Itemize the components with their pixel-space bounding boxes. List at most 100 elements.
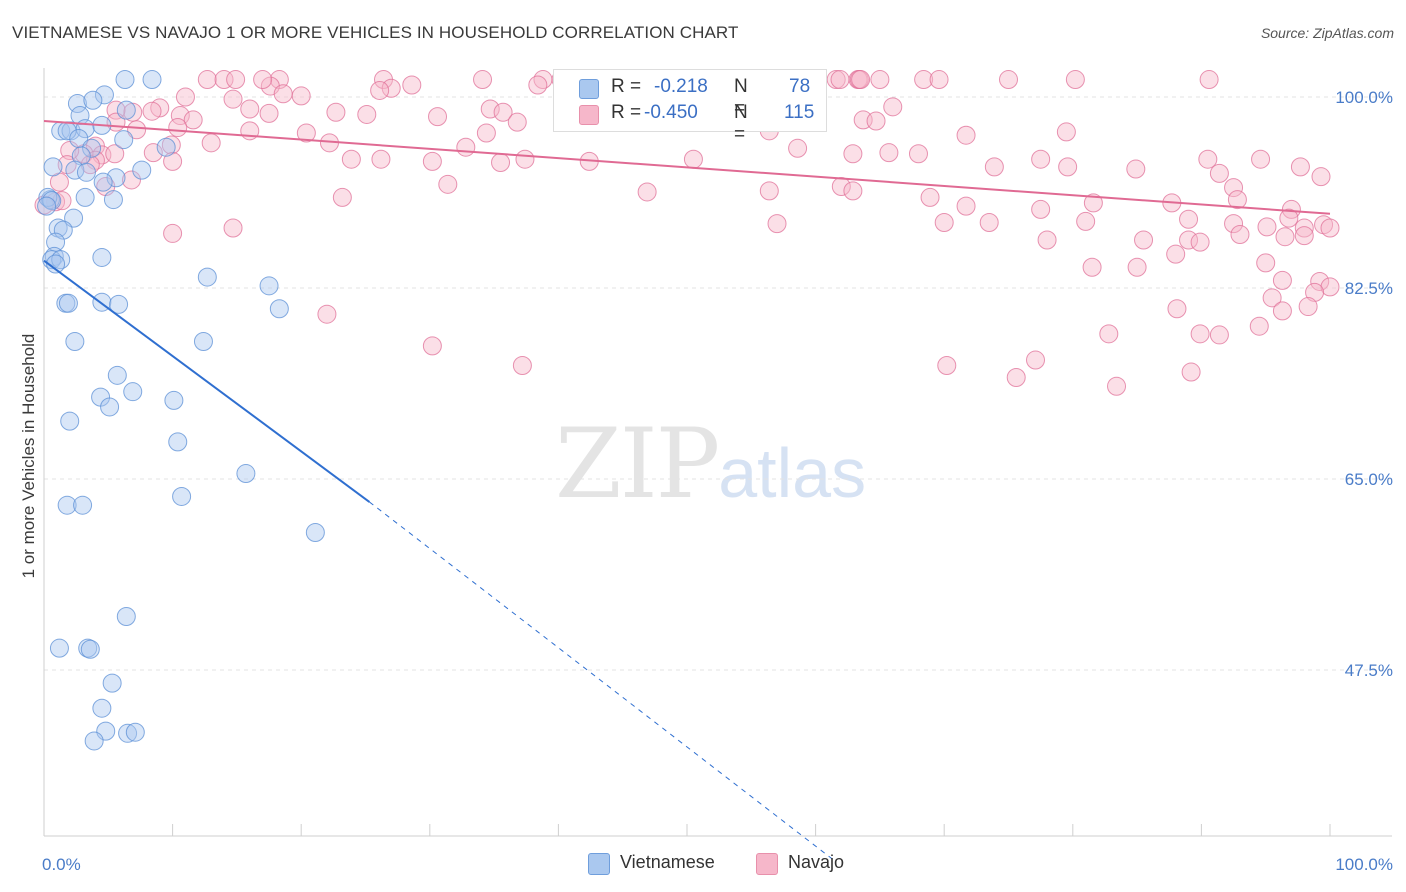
data-point-navajo — [201, 133, 221, 153]
data-point-navajo — [1320, 277, 1340, 297]
data-point-navajo — [851, 70, 871, 90]
trend-line-vietnamese-extension — [369, 501, 836, 862]
data-point-navajo — [1190, 232, 1210, 252]
data-point-vietnamese — [76, 162, 96, 182]
data-point-navajo — [1179, 230, 1199, 250]
data-point-navajo — [1181, 362, 1201, 382]
data-point-navajo — [296, 123, 316, 143]
data-point-vietnamese — [37, 196, 57, 216]
data-point-navajo — [1262, 288, 1282, 308]
data-point-vietnamese — [123, 382, 143, 402]
data-point-vietnamese — [109, 294, 129, 314]
data-point-navajo — [105, 144, 125, 164]
watermark-zip: ZIP — [555, 408, 720, 520]
series-vietnamese-points — [37, 70, 325, 751]
data-point-vietnamese — [83, 90, 103, 110]
data-point-navajo — [1179, 209, 1199, 229]
data-point-vietnamese — [82, 138, 102, 158]
data-point-vietnamese — [67, 94, 87, 114]
data-point-vietnamese — [116, 100, 136, 120]
data-point-navajo — [476, 123, 496, 143]
data-point-vietnamese — [115, 70, 135, 90]
legend-r-label: R = — [611, 76, 642, 97]
grid-lines — [44, 96, 1392, 671]
data-point-navajo — [357, 104, 377, 124]
data-point-navajo — [934, 213, 954, 233]
bottom-legend-label-vietnamese: Vietnamese — [620, 852, 715, 872]
axes — [43, 68, 1392, 837]
data-point-vietnamese — [84, 731, 104, 751]
data-point-navajo — [908, 144, 928, 164]
data-point-navajo — [370, 80, 390, 100]
data-point-vietnamese — [92, 247, 112, 267]
data-point-navajo — [1227, 190, 1247, 210]
data-point-vietnamese — [42, 191, 62, 211]
data-point-navajo — [1099, 324, 1119, 344]
data-point-vietnamese — [65, 331, 85, 351]
data-point-navajo — [253, 70, 273, 90]
data-point-navajo — [512, 355, 532, 375]
data-point-vietnamese — [305, 522, 325, 542]
data-point-navajo — [1167, 299, 1187, 319]
data-point-navajo — [428, 107, 448, 127]
data-point-navajo — [1272, 270, 1292, 290]
data-point-navajo — [1209, 325, 1229, 345]
data-point-navajo — [1198, 149, 1218, 169]
data-point-navajo — [767, 214, 787, 234]
trend-line-navajo — [43, 120, 1331, 215]
data-point-navajo — [163, 223, 183, 243]
data-point-navajo — [759, 181, 779, 201]
data-point-vietnamese — [107, 365, 127, 385]
data-point-navajo — [456, 137, 476, 157]
legend-r-label: R = — [611, 102, 642, 123]
data-point-navajo — [1083, 193, 1103, 213]
data-point-navajo — [870, 70, 890, 90]
data-point-navajo — [259, 103, 279, 123]
trend-lines — [43, 120, 1331, 862]
data-point-vietnamese — [118, 723, 138, 743]
x-tick-labels: 0.0% 100.0% — [42, 855, 1393, 874]
data-point-navajo — [175, 87, 195, 107]
data-point-vietnamese — [100, 397, 120, 417]
data-point-navajo — [143, 143, 163, 163]
data-point-navajo — [883, 97, 903, 117]
legend-r-value: -0.450 — [644, 102, 698, 123]
data-point-vietnamese — [53, 220, 73, 240]
data-point-navajo — [168, 118, 188, 138]
data-point-navajo — [637, 182, 657, 202]
data-point-navajo — [1127, 257, 1147, 277]
data-point-vietnamese — [172, 486, 192, 506]
data-point-vietnamese — [114, 130, 134, 150]
data-point-navajo — [528, 75, 548, 95]
data-point-navajo — [1251, 149, 1271, 169]
bottom-legend-label-navajo: Navajo — [788, 852, 845, 872]
data-point-navajo — [1031, 199, 1051, 219]
data-point-navajo — [515, 149, 535, 169]
data-point-navajo — [1257, 217, 1277, 237]
data-point-vietnamese — [60, 411, 80, 431]
data-point-navajo — [1230, 225, 1250, 245]
data-point-navajo — [240, 99, 260, 119]
data-point-vietnamese — [197, 267, 217, 287]
watermark: ZIPatlas — [555, 408, 866, 520]
data-point-vietnamese — [236, 464, 256, 484]
data-point-vietnamese — [103, 190, 123, 210]
bottom-legend-swatch-navajo — [756, 853, 778, 875]
data-point-navajo — [1256, 253, 1276, 273]
data-point-vietnamese — [58, 293, 78, 313]
data-point-navajo — [1082, 257, 1102, 277]
data-point-navajo — [507, 112, 527, 132]
data-point-navajo — [1310, 271, 1330, 291]
data-point-navajo — [273, 84, 293, 104]
chart-title: VIETNAMESE VS NAVAJO 1 OR MORE VEHICLES … — [12, 23, 739, 42]
bottom-legend-swatch-vietnamese — [588, 853, 610, 875]
data-point-navajo — [866, 111, 886, 131]
data-point-navajo — [1126, 159, 1146, 179]
data-point-navajo — [830, 70, 850, 90]
watermark-atlas: atlas — [718, 434, 867, 512]
data-point-navajo — [1037, 230, 1057, 250]
data-point-vietnamese — [125, 722, 145, 742]
data-point-navajo — [920, 187, 940, 207]
data-point-navajo — [1107, 376, 1127, 396]
